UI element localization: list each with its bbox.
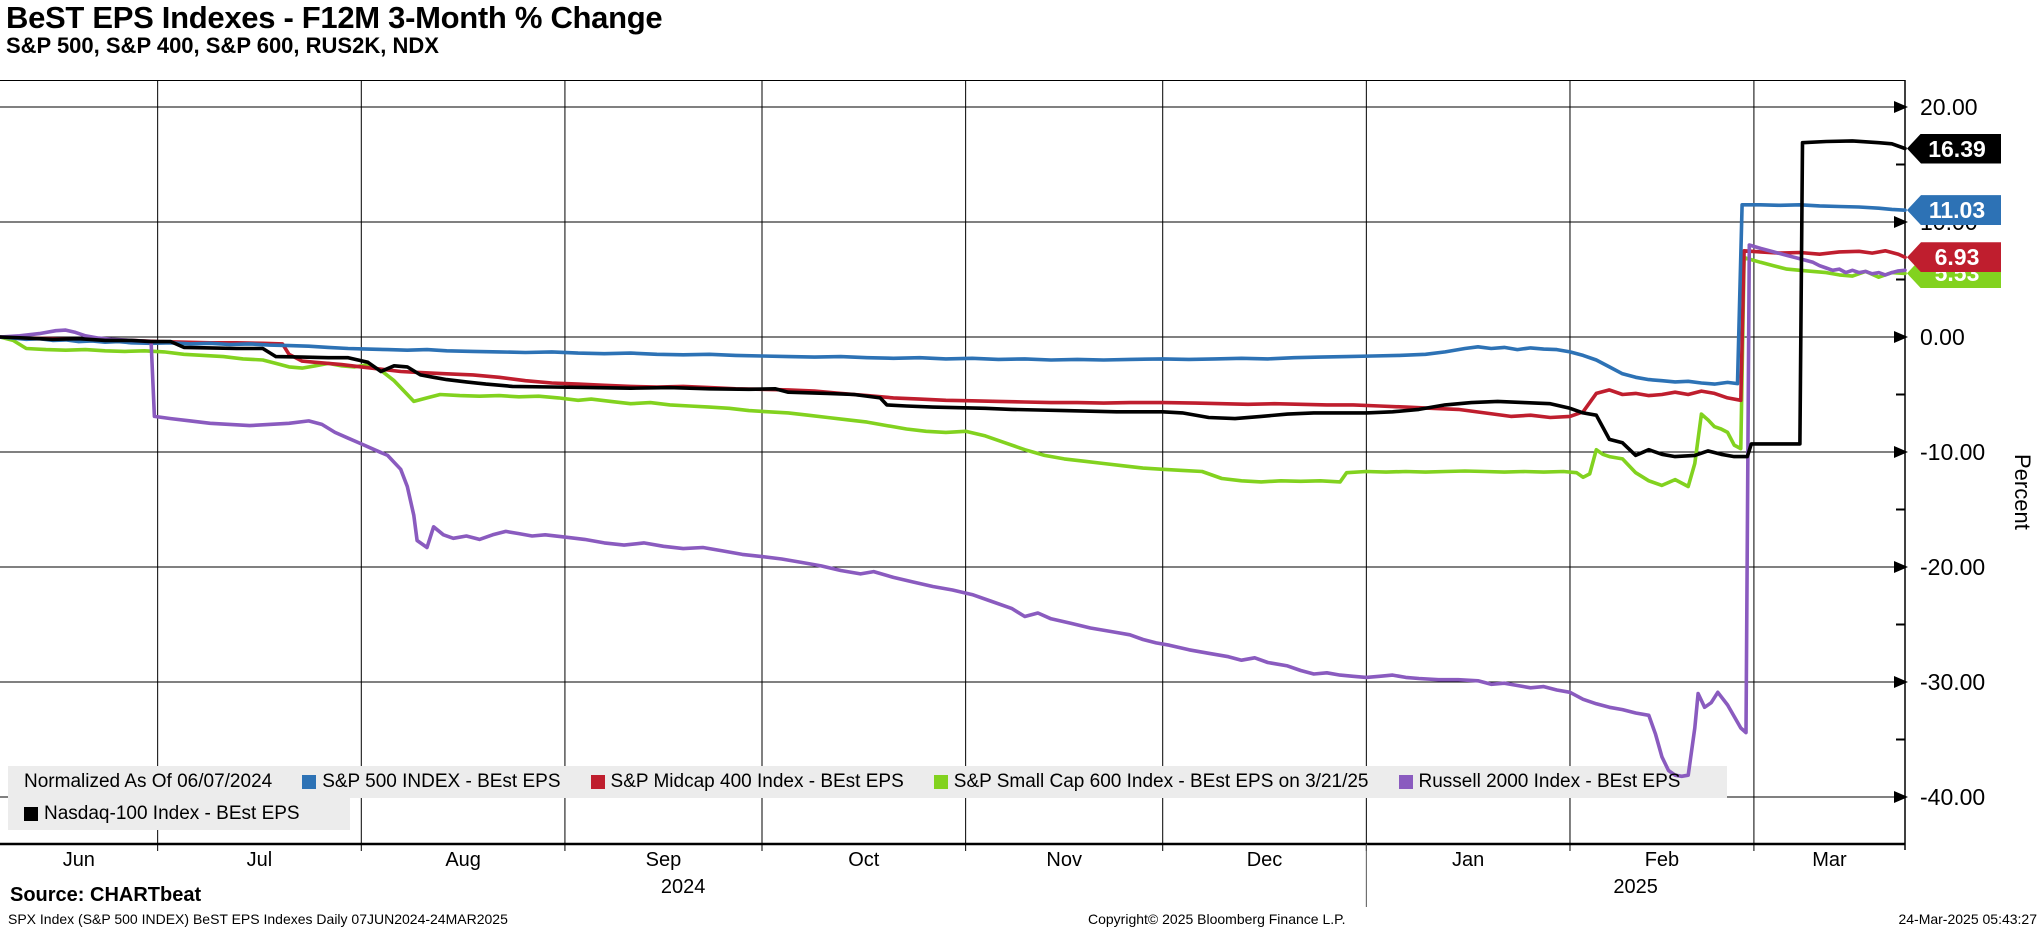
legend-bg-row1 — [8, 766, 1727, 798]
legend-swatch-icon — [24, 807, 38, 821]
y-tick-arrow — [1894, 676, 1908, 688]
series-line-s-p-500-index-best-eps — [0, 203, 1907, 386]
copyright-notice: Copyright© 2025 Bloomberg Finance L.P. — [1088, 911, 1346, 927]
legend-label: S&P Midcap 400 Index - BEst EPS — [610, 771, 904, 792]
legend-label: S&P 500 INDEX - BEst EPS — [322, 771, 561, 792]
x-tick-label: Aug — [445, 849, 481, 871]
legend-label: Nasdaq-100 Index - BEst EPS — [44, 803, 300, 824]
x-tick-label: Mar — [1812, 849, 1847, 871]
series-line-russell-2000-index-best-eps — [0, 243, 1907, 779]
legend-item: Russell 2000 Index - BEst EPS — [1398, 771, 1681, 793]
x-tick-label: Jun — [62, 849, 95, 871]
legend-item: Nasdaq-100 Index - BEst EPS — [24, 803, 300, 825]
chart-plot-area — [0, 80, 1908, 907]
y-tick-arrow — [1894, 561, 1908, 573]
legend-item: S&P 500 INDEX - BEst EPS — [302, 771, 561, 793]
y-tick-label: 0.00 — [1920, 324, 1965, 350]
y-tick-label: -20.00 — [1920, 554, 1986, 580]
page-title: BeST EPS Indexes - F12M 3-Month % Change — [6, 0, 663, 35]
x-tick-label: Feb — [1644, 849, 1680, 871]
legend-label: S&P Small Cap 600 Index - BEst EPS on 3/… — [953, 771, 1369, 792]
y-tick-label: -10.00 — [1920, 439, 1986, 465]
x-year-label: 2024 — [660, 876, 706, 898]
page-subtitle: S&P 500, S&P 400, S&P 600, RUS2K, NDX — [6, 33, 439, 58]
timestamp: 24-Mar-2025 05:43:27 — [1898, 911, 2037, 927]
x-tick-label: Jan — [1452, 849, 1485, 871]
y-tick-arrow — [1894, 216, 1908, 228]
legend-swatch-icon — [302, 775, 317, 789]
series-line-nasdaq-100-index-best-eps — [0, 139, 1907, 459]
chart-description: SPX Index (S&P 500 INDEX) BeST EPS Index… — [8, 911, 508, 927]
x-tick-label: Dec — [1246, 849, 1283, 871]
legend-label: Russell 2000 Index - BEst EPS — [1418, 771, 1681, 792]
y-tick-arrow — [1894, 331, 1908, 343]
legend-item: S&P Small Cap 600 Index - BEst EPS on 3/… — [933, 771, 1369, 793]
legend-swatch-icon — [590, 775, 605, 789]
legend-row: Normalized As Of 06/07/2024 S&P 500 INDEX… — [8, 766, 1680, 798]
legend-row: Nasdaq-100 Index - BEst EPS — [8, 798, 300, 830]
source-label: Source: CHARTbeat — [10, 884, 202, 906]
y-tick-arrow — [1894, 101, 1908, 113]
last-value-badge: 11.03 — [1907, 195, 2001, 226]
y-tick-label: -40.00 — [1920, 784, 1986, 810]
x-year-label: 2025 — [1613, 876, 1658, 898]
x-tick-label: Sep — [645, 849, 682, 871]
y-tick-label: -30.00 — [1920, 669, 1986, 695]
legend-label: Normalized As Of 06/07/2024 — [24, 771, 273, 792]
y-tick-label: 20.00 — [1920, 94, 1978, 120]
legend-bg-row2 — [8, 798, 350, 830]
legend-item: Normalized As Of 06/07/2024 — [24, 771, 272, 793]
x-tick-label: Oct — [848, 849, 880, 871]
legend-swatch-icon — [933, 775, 948, 789]
legend-swatch-icon — [1398, 775, 1413, 789]
series-line-s-p-midcap-400-index-best-eps — [0, 249, 1907, 420]
y-tick-arrow — [1894, 446, 1908, 458]
last-value-badge: 6.93 — [1907, 242, 2001, 273]
last-value-badge: 16.39 — [1907, 133, 2001, 164]
x-tick-label: Jul — [246, 849, 273, 871]
y-axis-title: Percent — [2010, 454, 2035, 530]
legend-item: S&P Midcap 400 Index - BEst EPS — [590, 771, 904, 793]
x-tick-label: Nov — [1046, 849, 1082, 871]
y-tick-arrow — [1894, 791, 1908, 803]
